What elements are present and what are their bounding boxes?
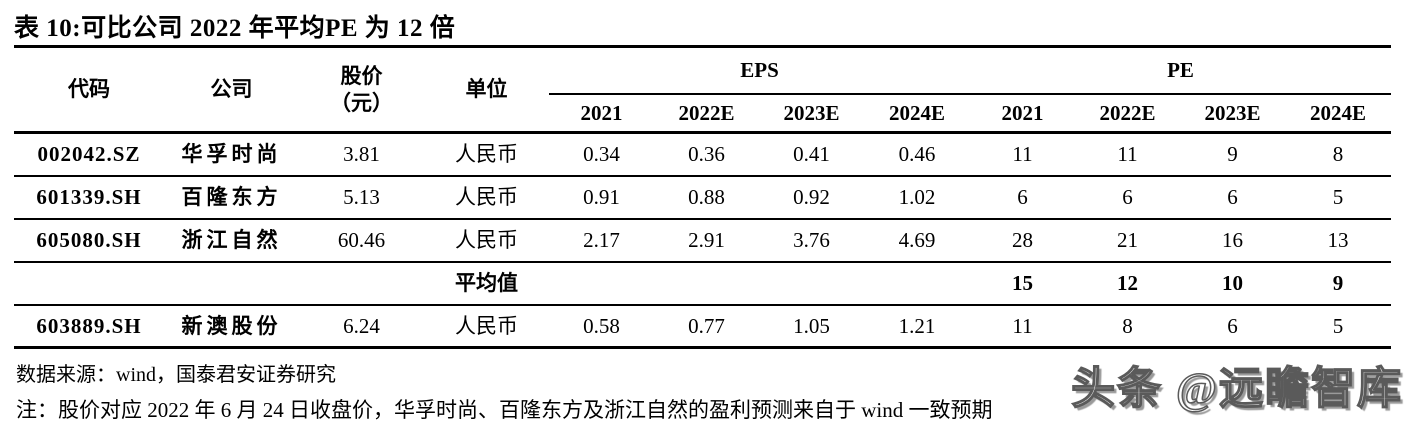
cell-empty [654,261,759,306]
cell-company: 浙江自然 [164,218,299,263]
eps-year-2024e: 2024E [864,93,971,134]
cell-eps: 0.58 [549,304,654,349]
cell-avg-pe: 10 [1180,261,1286,306]
table-row: 002042.SZ 华孚时尚 3.81 人民币 0.34 0.36 0.41 0… [14,132,1392,177]
eps-year-2021: 2021 [549,93,654,134]
cell-company: 百隆东方 [164,175,299,220]
cell-pe: 6 [1180,175,1286,220]
pe-year-2024e: 2024E [1285,93,1392,134]
cell-avg-pe: 15 [970,261,1076,306]
pe-year-2021: 2021 [970,93,1076,134]
col-header-code: 代码 [14,46,164,134]
group-header-eps: EPS [549,46,971,95]
cell-avg-pe: 12 [1075,261,1181,306]
col-header-price: 股价 （元） [299,46,424,134]
pe-year-2022e: 2022E [1075,93,1181,134]
cell-pe: 11 [970,304,1076,349]
cell-pe: 21 [1075,218,1181,263]
table-row: 605080.SH 浙江自然 60.46 人民币 2.17 2.91 3.76 … [14,218,1392,263]
cell-company: 华孚时尚 [164,132,299,177]
cell-unit: 人民币 [424,304,549,349]
cell-pe: 8 [1285,132,1392,177]
cell-empty [549,261,654,306]
cell-pe: 5 [1285,175,1392,220]
cell-unit: 人民币 [424,218,549,263]
cell-pe: 11 [970,132,1076,177]
cell-pe: 28 [970,218,1076,263]
eps-year-2022e: 2022E [654,93,759,134]
cell-eps: 2.91 [654,218,759,263]
cell-eps: 0.77 [654,304,759,349]
cell-avg-pe: 9 [1285,261,1392,306]
cell-pe: 6 [970,175,1076,220]
cell-unit: 人民币 [424,175,549,220]
group-header-pe: PE [970,46,1392,95]
cell-pe: 9 [1180,132,1286,177]
cell-price: 6.24 [299,304,424,349]
cell-empty [14,261,164,306]
cell-price: 60.46 [299,218,424,263]
cell-eps: 0.34 [549,132,654,177]
table-row: 601339.SH 百隆东方 5.13 人民币 0.91 0.88 0.92 1… [14,175,1392,220]
cell-empty [759,261,864,306]
cell-code: 603889.SH [14,304,164,349]
cell-pe: 6 [1180,304,1286,349]
cell-eps: 2.17 [549,218,654,263]
data-source-text: 数据来源：wind，国泰君安证券研究 [16,364,336,386]
cell-price: 5.13 [299,175,424,220]
cell-pe: 13 [1285,218,1392,263]
col-header-price-line1: 股价 [340,64,383,89]
eps-year-2023e: 2023E [759,93,864,134]
table-row: 603889.SH 新澳股份 6.24 人民币 0.58 0.77 1.05 1… [14,304,1392,349]
col-header-unit: 单位 [424,46,549,134]
note-text: 注：股价对应 2022 年 6 月 24 日收盘价，华孚时尚、百隆东方及浙江自然… [16,398,993,422]
cell-eps: 1.21 [864,304,971,349]
cell-pe: 16 [1180,218,1286,263]
cell-eps: 1.05 [759,304,864,349]
comparable-companies-table: 代码 公司 股价 （元） 单位 EPS PE 2021 2022E 2023E … [14,45,1392,349]
cell-empty [299,261,424,306]
cell-pe: 11 [1075,132,1181,177]
header-group-row: 代码 公司 股价 （元） 单位 EPS PE [14,46,1392,134]
cell-eps: 1.02 [864,175,971,220]
cell-eps: 0.88 [654,175,759,220]
cell-code: 601339.SH [14,175,164,220]
watermark-text: 头条 @远瞻智库 [1070,363,1403,414]
cell-eps: 0.91 [549,175,654,220]
cell-pe: 6 [1075,175,1181,220]
table-title: 表 10:可比公司 2022 年平均PE 为 12 倍 [14,15,456,42]
header-year-row: 2021 2022E 2023E 2024E 2021 2022E 2023E … [14,93,1392,134]
col-header-price-line2: （元） [330,90,393,115]
cell-price: 3.81 [299,132,424,177]
cell-eps: 0.92 [759,175,864,220]
cell-empty [164,261,299,306]
average-row: 平均值 15 12 10 9 [14,261,1392,306]
cell-eps: 0.36 [654,132,759,177]
cell-eps: 0.41 [759,132,864,177]
pe-year-2023e: 2023E [1180,93,1286,134]
cell-eps: 3.76 [759,218,864,263]
cell-code: 605080.SH [14,218,164,263]
cell-empty [864,261,971,306]
cell-code: 002042.SZ [14,132,164,177]
cell-unit: 人民币 [424,132,549,177]
cell-eps: 4.69 [864,218,971,263]
cell-pe: 5 [1285,304,1392,349]
cell-eps: 0.46 [864,132,971,177]
cell-average-label: 平均值 [424,261,549,306]
cell-company: 新澳股份 [164,304,299,349]
cell-pe: 8 [1075,304,1181,349]
col-header-company: 公司 [164,46,299,134]
